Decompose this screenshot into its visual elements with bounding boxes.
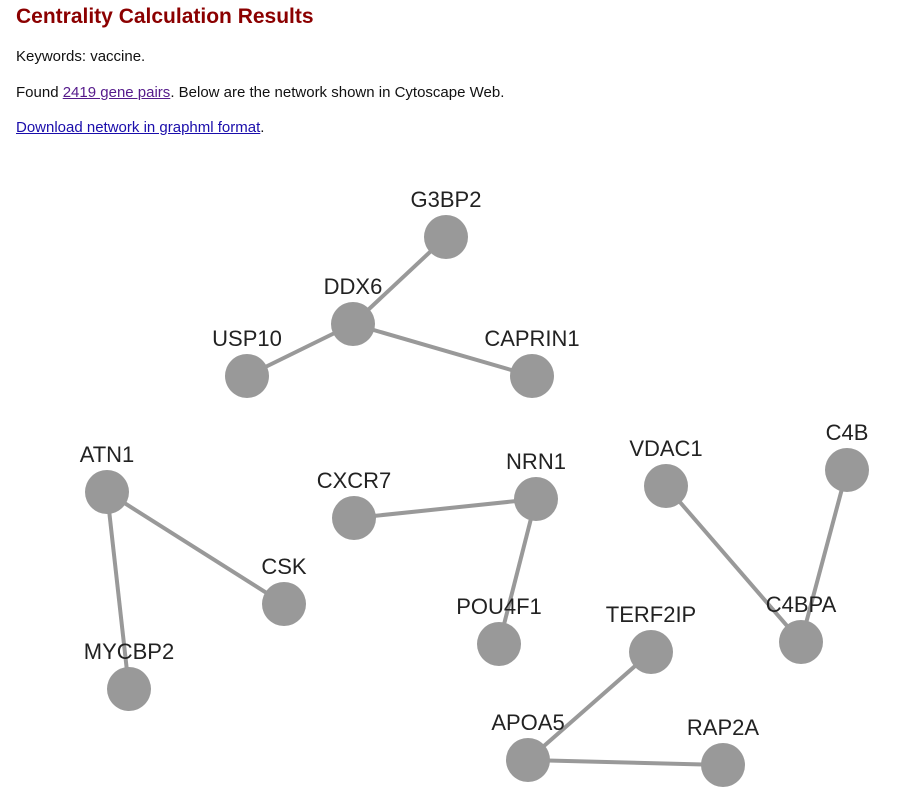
keywords: Keywords: vaccine. [16, 48, 146, 65]
node-label: RAP2A [687, 715, 759, 740]
node[interactable] [514, 477, 558, 521]
node[interactable] [701, 743, 745, 787]
edge [105, 491, 131, 690]
node[interactable] [510, 354, 554, 398]
found-line: Found 2419 gene pairs. Below are the net… [16, 84, 504, 101]
node[interactable] [225, 354, 269, 398]
node[interactable] [107, 667, 151, 711]
node[interactable] [424, 215, 468, 259]
download-line: Download network in graphml format. [16, 119, 264, 136]
node[interactable] [629, 630, 673, 674]
node-label: MYCBP2 [84, 639, 174, 664]
node-label: C4B [826, 420, 869, 445]
node-label: CAPRIN1 [484, 326, 579, 351]
node-label: TERF2IP [606, 602, 696, 627]
node[interactable] [825, 448, 869, 492]
edge [526, 650, 653, 762]
node[interactable] [644, 464, 688, 508]
node[interactable] [262, 582, 306, 626]
found-suffix: . Below are the network shown in Cytosca… [170, 84, 505, 101]
download-link[interactable]: Download network in graphml format [16, 119, 261, 136]
node-label: ATN1 [80, 442, 135, 467]
edge [497, 498, 538, 645]
edge [105, 490, 286, 606]
node[interactable] [332, 496, 376, 540]
download-suffix: . [260, 119, 265, 136]
node-label: G3BP2 [411, 187, 482, 212]
node-label: USP10 [212, 326, 282, 351]
node-label: CSK [261, 554, 307, 579]
node-label: APOA5 [491, 710, 564, 735]
node-label: C4BPA [766, 592, 837, 617]
node-label: VDAC1 [629, 436, 702, 461]
page-title: Centrality Calculation Results [16, 5, 314, 28]
node[interactable] [85, 470, 129, 514]
node[interactable] [477, 622, 521, 666]
node-label: CXCR7 [317, 468, 392, 493]
node[interactable] [779, 620, 823, 664]
edge [352, 322, 533, 378]
edge [353, 497, 537, 520]
node[interactable] [331, 302, 375, 346]
node-label: DDX6 [324, 274, 383, 299]
found-prefix: Found [16, 84, 59, 101]
node[interactable] [506, 738, 550, 782]
edge [799, 469, 849, 643]
node-label: POU4F1 [456, 594, 542, 619]
edge [527, 758, 724, 767]
node-label: NRN1 [506, 449, 566, 474]
edge [664, 484, 803, 644]
gene-pairs-link[interactable]: 2419 gene pairs [62, 84, 171, 101]
